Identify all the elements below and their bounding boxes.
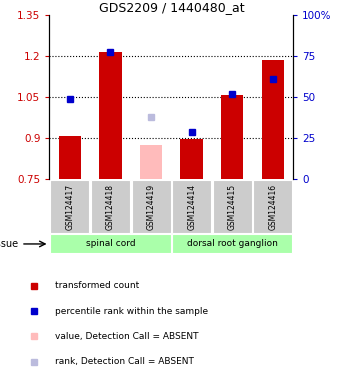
Bar (262, 60, 284, 179)
Text: transformed count: transformed count (55, 281, 139, 290)
Bar (213, 180, 252, 233)
Text: rank, Detection Call = ABSENT: rank, Detection Call = ABSENT (55, 357, 193, 366)
Bar (172, 235, 293, 253)
Text: GSM124414: GSM124414 (187, 184, 196, 230)
Text: spinal cord: spinal cord (86, 240, 135, 248)
Text: percentile rank within the sample: percentile rank within the sample (55, 306, 208, 316)
Text: tissue: tissue (0, 239, 19, 249)
Bar (59, 136, 81, 179)
Text: GSM124415: GSM124415 (228, 184, 237, 230)
Bar (50, 235, 170, 253)
Text: dorsal root ganglion: dorsal root ganglion (187, 240, 278, 248)
Text: value, Detection Call = ABSENT: value, Detection Call = ABSENT (55, 332, 198, 341)
Text: GSM124418: GSM124418 (106, 184, 115, 230)
Title: GDS2209 / 1440480_at: GDS2209 / 1440480_at (99, 1, 244, 14)
Text: GSM124419: GSM124419 (147, 184, 155, 230)
Text: GSM124417: GSM124417 (65, 184, 74, 230)
Bar (221, 95, 243, 179)
Bar (132, 180, 170, 233)
Bar (172, 180, 211, 233)
Bar (50, 180, 89, 233)
Bar (91, 180, 130, 233)
Text: GSM124416: GSM124416 (268, 184, 278, 230)
Bar (99, 52, 122, 179)
Bar (140, 144, 162, 179)
Bar (180, 139, 203, 179)
Bar (253, 180, 293, 233)
